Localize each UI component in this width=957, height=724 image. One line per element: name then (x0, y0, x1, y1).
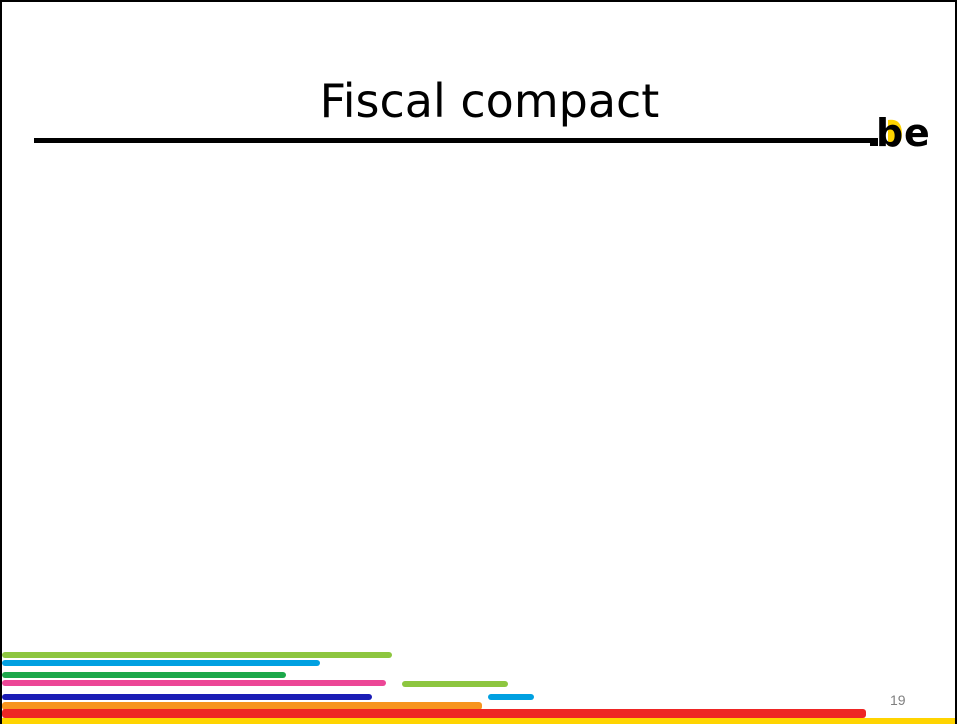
stripe-yellow (2, 718, 955, 724)
belgium-be-logo-icon: b e (870, 111, 930, 155)
stripe-sky-1 (2, 660, 320, 666)
logo-text-be: b (876, 111, 903, 155)
stripe-red (2, 709, 866, 718)
page-number: 19 (890, 692, 906, 708)
stripe-green (2, 672, 286, 678)
title-underline (34, 138, 870, 143)
stripe-lime-1 (2, 652, 392, 658)
stripe-sky-2 (488, 694, 534, 700)
stripe-pink (2, 680, 386, 686)
stripe-lime-2 (402, 681, 508, 687)
stripe-orange (2, 702, 482, 710)
slide-title: Fiscal compact (319, 74, 660, 128)
logo-text-e: e (904, 111, 930, 155)
stripe-navy (2, 694, 372, 700)
